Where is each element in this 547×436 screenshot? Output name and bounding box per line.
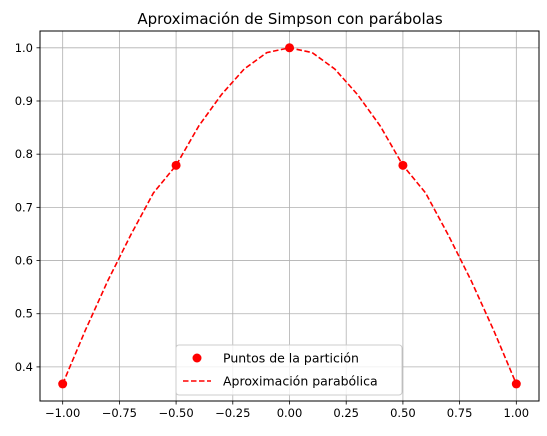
y-tick-label: 0.9 xyxy=(15,94,33,108)
y-tick-label: 0.7 xyxy=(15,200,33,214)
legend-label-curve: Aproximación parabólica xyxy=(223,374,378,389)
x-tick-label: −1.00 xyxy=(45,406,80,420)
legend-label-points: Puntos de la partición xyxy=(223,351,359,366)
data-point xyxy=(58,379,68,389)
x-tick-label: 0.25 xyxy=(333,406,359,420)
y-tick-label: 0.4 xyxy=(15,360,33,374)
x-tick-label: −0.50 xyxy=(158,406,193,420)
y-axis: 0.4 0.5 0.6 0.7 0.8 0.9 1.0 xyxy=(15,41,40,374)
x-tick-label: 0.50 xyxy=(390,406,416,420)
x-axis: −1.00 −0.75 −0.50 −0.25 0.00 0.25 0.50 0.75 1.00 xyxy=(45,401,529,420)
data-point xyxy=(511,379,521,389)
data-point xyxy=(285,43,294,53)
y-tick-label: 0.5 xyxy=(15,307,33,321)
y-tick-label: 0.6 xyxy=(15,254,33,268)
legend-marker-points xyxy=(192,353,202,363)
legend-box xyxy=(175,344,403,396)
x-tick-label: 0.75 xyxy=(447,406,473,420)
x-tick-label: −0.75 xyxy=(102,406,137,420)
points-layer xyxy=(58,43,521,389)
x-tick-label: 1.00 xyxy=(504,406,530,420)
y-tick-label: 1.0 xyxy=(15,41,33,55)
data-point xyxy=(171,160,181,170)
y-tick-label: 0.8 xyxy=(15,147,33,161)
data-point xyxy=(398,160,408,170)
legend: Puntos de la partición Aproximación para… xyxy=(175,344,403,396)
x-tick-label: −0.25 xyxy=(215,406,250,420)
x-tick-label: 0.00 xyxy=(277,406,303,420)
chart-title: Aproximación de Simpson con parábolas xyxy=(137,10,442,28)
